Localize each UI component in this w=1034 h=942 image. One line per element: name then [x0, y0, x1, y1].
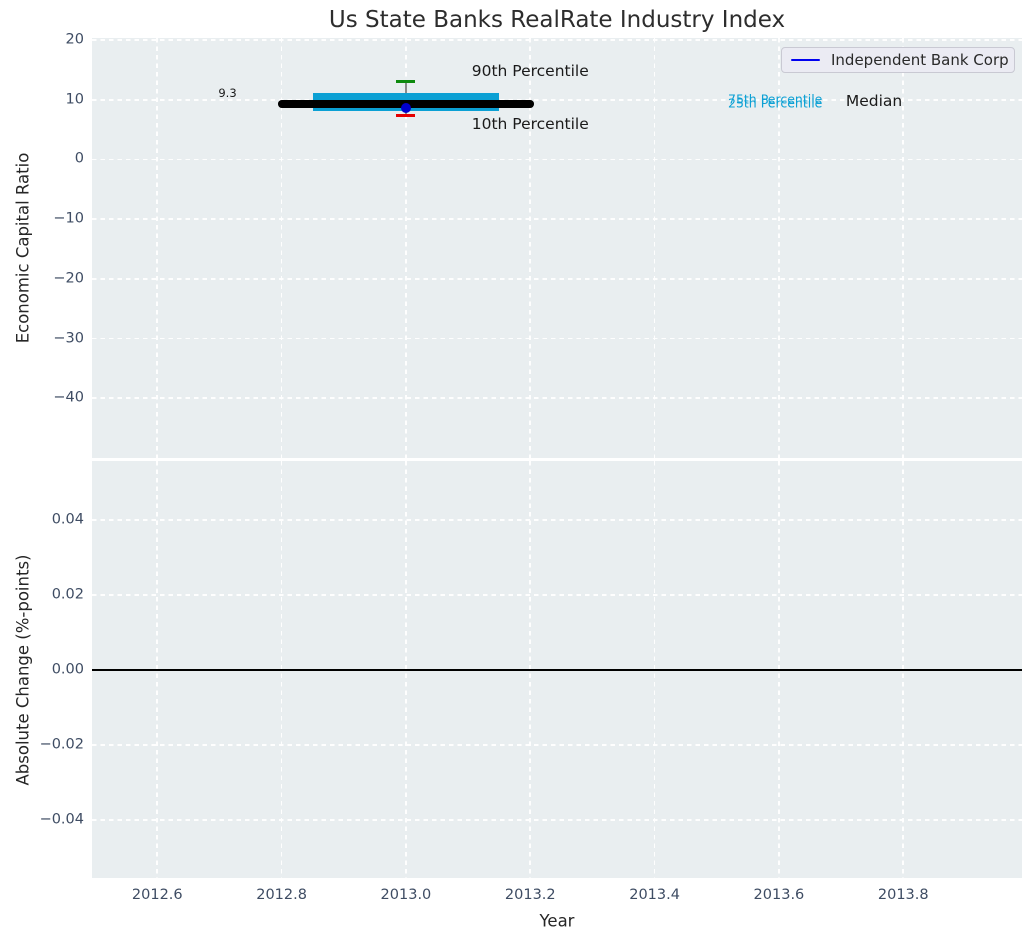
gridline-vertical: [405, 38, 407, 458]
y-tick-label: −0.04: [39, 811, 84, 828]
y-tick-label: 0.04: [51, 511, 84, 528]
annotation-90th-percentile: 90th Percentile: [471, 62, 589, 81]
annotation-9.3: 9.3: [218, 86, 237, 101]
gridline-horizontal: [92, 744, 1022, 746]
gridline-horizontal: [92, 397, 1022, 400]
y-tick-label: 0: [74, 151, 84, 168]
zero-line: [92, 669, 1022, 671]
y-tick-label: −0.02: [39, 736, 84, 753]
annotation-10th-percentile: 10th Percentile: [471, 115, 589, 134]
gridline-horizontal: [92, 158, 1022, 161]
annotation-25th-percentile: 25th Percentile: [728, 95, 823, 111]
x-tick-label: 2013.2: [504, 887, 556, 903]
gridline-vertical: [653, 38, 656, 458]
gridline-vertical: [156, 38, 159, 458]
y-tick-label: 0.00: [51, 661, 84, 678]
percentile-90-cap: [396, 79, 416, 83]
x-tick-label: 2013.4: [629, 887, 680, 903]
annotation-75th-percentile: 75th Percentile: [728, 91, 823, 107]
legend-line-icon: [791, 58, 820, 62]
x-tick-label: 2013.6: [753, 887, 805, 903]
gridline-horizontal: [92, 39, 1022, 41]
y-tick-label: 20: [65, 31, 84, 48]
x-tick-label: 2013.8: [877, 887, 929, 903]
annotation-median: Median: [845, 91, 903, 110]
gridline-horizontal: [92, 98, 1022, 101]
gridline-vertical: [902, 38, 905, 458]
gridline-horizontal: [92, 337, 1022, 340]
gridline-vertical: [778, 38, 780, 458]
y-tick-label: −30: [53, 330, 84, 347]
gridline-horizontal: [92, 519, 1022, 521]
gridline-horizontal: [92, 278, 1022, 280]
company-data-point: [400, 103, 411, 114]
x-tick-label: 2013.0: [380, 887, 432, 903]
y-tick-label: −10: [53, 210, 84, 227]
percentile-10-cap: [396, 114, 416, 118]
gridline-horizontal: [92, 819, 1022, 821]
legend-label: Independent Bank Corp: [831, 51, 1009, 69]
x-tick-label: 2012.8: [256, 887, 307, 903]
y-axis-label-top: Economic Capital Ratio: [13, 152, 33, 344]
y-tick-label: 0.02: [51, 586, 84, 603]
x-tick-label: 2012.6: [131, 887, 183, 903]
gridline-horizontal: [92, 594, 1022, 596]
top-axes: [92, 38, 1022, 458]
legend: Independent Bank Corp: [781, 47, 1015, 73]
y-tick-label: −20: [53, 270, 84, 287]
x-axis-label: Year: [539, 911, 575, 931]
gridline-vertical: [280, 38, 283, 458]
chart-title: Us State Banks RealRate Industry Index: [328, 7, 786, 33]
y-tick-label: 10: [65, 91, 84, 108]
gridline-vertical: [529, 38, 532, 458]
y-tick-label: −40: [53, 389, 84, 406]
75th-percentile-line: [312, 92, 500, 102]
gridline-horizontal: [92, 218, 1022, 220]
